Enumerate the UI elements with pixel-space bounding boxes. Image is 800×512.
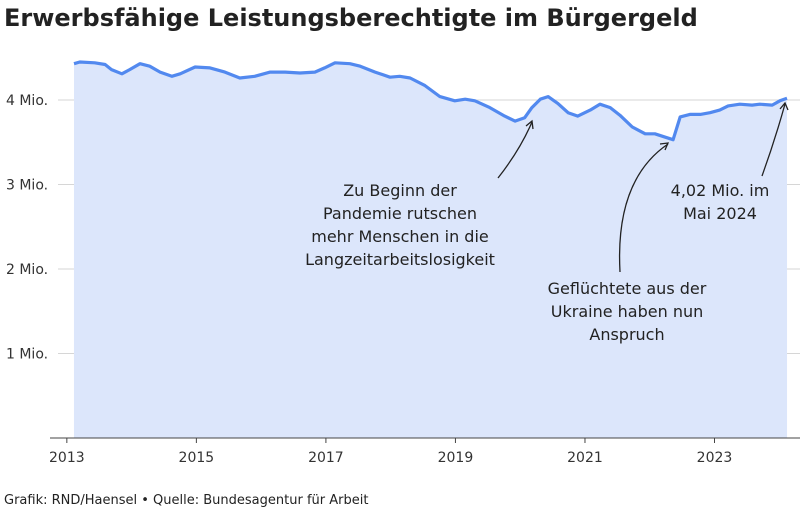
- arrow-head: [659, 142, 670, 151]
- annotation: mehr Menschen in die: [311, 227, 488, 246]
- y-tick-label: 1 Mio.: [6, 347, 48, 363]
- chart-title: Erwerbsfähige Leistungsberechtigte im Bü…: [4, 4, 698, 32]
- x-tick-label: 2023: [697, 450, 733, 466]
- y-tick-label: 3 Mio.: [6, 178, 48, 194]
- annotation-arrow: [497, 121, 533, 179]
- annotation: Zu Beginn der: [343, 181, 457, 200]
- annotation: Ukraine haben nun: [551, 302, 703, 321]
- y-tick-label: 2 Mio.: [6, 262, 48, 278]
- x-tick-label: 2017: [308, 450, 344, 466]
- annotation: Geflüchtete aus der: [548, 279, 707, 298]
- x-tick-label: 2013: [49, 450, 85, 466]
- area-line: [73, 60, 788, 142]
- arrow-head: [525, 119, 534, 130]
- area-fill: [73, 62, 788, 438]
- source: Grafik: RND/Haensel • Quelle: Bundesagen…: [4, 493, 368, 508]
- annotation: Anspruch: [589, 325, 664, 344]
- x-tick-label: 2021: [567, 450, 603, 466]
- x-tick-label: 2019: [438, 450, 474, 466]
- annotation: 4,02 Mio. im: [671, 181, 770, 200]
- annotation-arrow: [618, 143, 669, 273]
- y-tick-label: 4 Mio.: [6, 93, 48, 109]
- arrow-head: [779, 101, 789, 111]
- annotation: Pandemie rutschen: [323, 204, 477, 223]
- annotation: Mai 2024: [683, 204, 757, 223]
- x-tick-label: 2015: [179, 450, 215, 466]
- annotation-arrow: [761, 103, 786, 177]
- annotation: Langzeitarbeitslosigkeit: [305, 250, 495, 269]
